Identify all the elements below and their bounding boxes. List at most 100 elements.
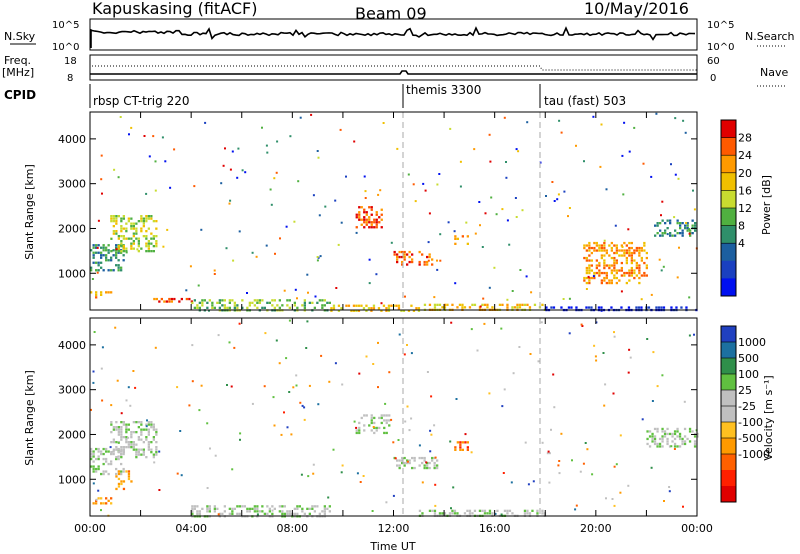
colorbar-tick-label: 500 — [738, 352, 759, 365]
colorbar-swatch — [721, 326, 736, 343]
time-axis-label: Time UT — [369, 540, 415, 553]
nsky-tick-bottom: 10^0 — [52, 42, 79, 53]
freq-unit-label: [MHz] — [2, 66, 34, 79]
scatter-patch — [330, 304, 421, 312]
colorbar-swatch — [721, 190, 736, 209]
freq-label: Freq. — [4, 54, 31, 67]
freq-tick-top: 18 — [64, 56, 77, 67]
scatter-patch — [153, 297, 193, 303]
scatter-patch — [115, 470, 133, 491]
colorbar-swatch — [721, 120, 736, 139]
colorbar-swatch — [721, 422, 736, 439]
nsky-strip: N.Sky 10^5 10^0 10^5 10^0 N.Search — [4, 18, 795, 53]
colorbar-tick-label: 28 — [738, 132, 752, 145]
scatter-patch — [110, 421, 158, 459]
freq-tick-bottom: 8 — [67, 73, 73, 84]
nave-tick-top: 60 — [707, 56, 720, 67]
cpid-label: CPID — [4, 88, 36, 102]
scatter-patch — [646, 427, 699, 448]
colorbar-tick-label: 12 — [738, 202, 752, 215]
x-tick-label: 00:00 — [74, 522, 106, 535]
power-colorbar-label: Power [dB] — [760, 175, 773, 235]
colorbar-swatch — [721, 390, 736, 407]
y-tick-label: 2000 — [58, 222, 86, 235]
x-tick-label: 20:00 — [580, 522, 612, 535]
colorbar-swatch — [721, 358, 736, 375]
y-tick-label: 4000 — [58, 133, 86, 146]
nsearch-label: N.Search — [745, 30, 795, 43]
velocity-y-ticks: 1000 2000 3000 4000 — [58, 339, 697, 486]
velocity-colorbar-label: Velocity [m s⁻¹] — [762, 375, 775, 460]
colorbar-swatch — [721, 243, 736, 262]
date-title: 10/May/2016 — [584, 0, 689, 18]
cpid-program-2: themis 3300 — [406, 83, 481, 97]
colorbar-swatch — [721, 470, 736, 487]
y-tick-label: 1000 — [58, 267, 86, 280]
scatter-patch — [110, 215, 158, 253]
nave-tick-bottom: 0 — [710, 73, 716, 84]
nsearch-tick-top: 10^5 — [707, 20, 734, 31]
cpid-strip: CPID rbsp CT-trig 220 themis 3300 tau (f… — [4, 83, 626, 108]
scatter-patch — [454, 235, 469, 245]
velocity-frame — [89, 317, 698, 517]
colorbar-tick-label: 20 — [738, 167, 752, 180]
nsearch-tick-bottom: 10^0 — [707, 42, 734, 53]
colorbar-swatch — [721, 260, 736, 279]
colorbar-swatch — [721, 225, 736, 244]
colorbar-tick-label: 4 — [738, 237, 745, 250]
power-y-ticks: 1000 2000 3000 4000 — [58, 133, 697, 280]
power-panel: 1000 2000 3000 4000 Slant Range [km] 28 24 20… — [23, 111, 773, 312]
x-tick-label: 08:00 — [276, 522, 308, 535]
station-title: Kapuskasing (fitACF) — [92, 0, 257, 18]
scatter-patch — [90, 447, 125, 476]
y-tick-label: 3000 — [58, 178, 86, 191]
colorbar-frame — [720, 325, 737, 503]
scatter-patch — [393, 456, 439, 470]
velocity-x-ticks: 00:00 04:00 08:00 12:00 16:00 20:00 00:00 — [74, 318, 713, 535]
y-tick-label: 4000 — [58, 339, 86, 352]
colorbar-tick-label: 25 — [738, 384, 752, 397]
y-tick-label: 3000 — [58, 384, 86, 397]
velocity-ylabel: Slant Range [km] — [23, 370, 36, 466]
scatter-patch — [92, 497, 113, 505]
scatter-patch — [90, 291, 113, 299]
nave-trace — [92, 65, 697, 71]
colorbar-swatch — [721, 406, 736, 423]
scatter-patch — [90, 244, 125, 272]
power-ylabel: Slant Range [km] — [23, 164, 36, 260]
nsky-trace — [90, 26, 696, 48]
colorbar-tick-label: 1000 — [738, 336, 766, 349]
y-tick-label: 2000 — [58, 428, 86, 441]
power-frame — [89, 111, 698, 311]
colorbar-swatch — [721, 438, 736, 455]
colorbar-tick-label: -100 — [738, 416, 763, 429]
colorbar-tick-label: -1000 — [738, 448, 770, 461]
nave-label: Nave — [760, 66, 788, 79]
colorbar-tick-label: -500 — [738, 432, 763, 445]
colorbar-swatch — [721, 278, 736, 297]
scatter-patch — [454, 441, 469, 451]
velocity-panel: 1000 2000 3000 4000 00:00 04:00 08:00 12:00 16:… — [23, 317, 775, 553]
colorbar-swatch — [721, 374, 736, 391]
x-tick-label: 04:00 — [175, 522, 207, 535]
colorbar-swatch — [721, 342, 736, 359]
velocity-data-layer — [90, 319, 699, 518]
power-x-ticks — [89, 112, 698, 310]
nsky-label: N.Sky — [4, 30, 36, 43]
cpid-program-1: rbsp CT-trig 220 — [93, 94, 189, 108]
scatter-patch — [355, 414, 391, 435]
power-colorbar: 28 24 20 16 12 8 4 — [720, 119, 752, 297]
colorbar-swatch — [721, 155, 736, 174]
x-tick-label: 00:00 — [681, 522, 713, 535]
freq-trace — [90, 70, 697, 75]
colorbar-tick-label: -25 — [738, 400, 756, 413]
beam-title: Beam 09 — [355, 4, 427, 23]
y-tick-label: 1000 — [58, 473, 86, 486]
colorbar-tick-label: 16 — [738, 184, 752, 197]
velocity-colorbar: 1000 500 100 25 -25 -100 -500 -1000 — [720, 325, 770, 503]
scatter-noise — [91, 112, 698, 312]
colorbar-swatch — [721, 137, 736, 156]
x-tick-label: 16:00 — [479, 522, 511, 535]
colorbar-tick-label: 24 — [738, 149, 752, 162]
